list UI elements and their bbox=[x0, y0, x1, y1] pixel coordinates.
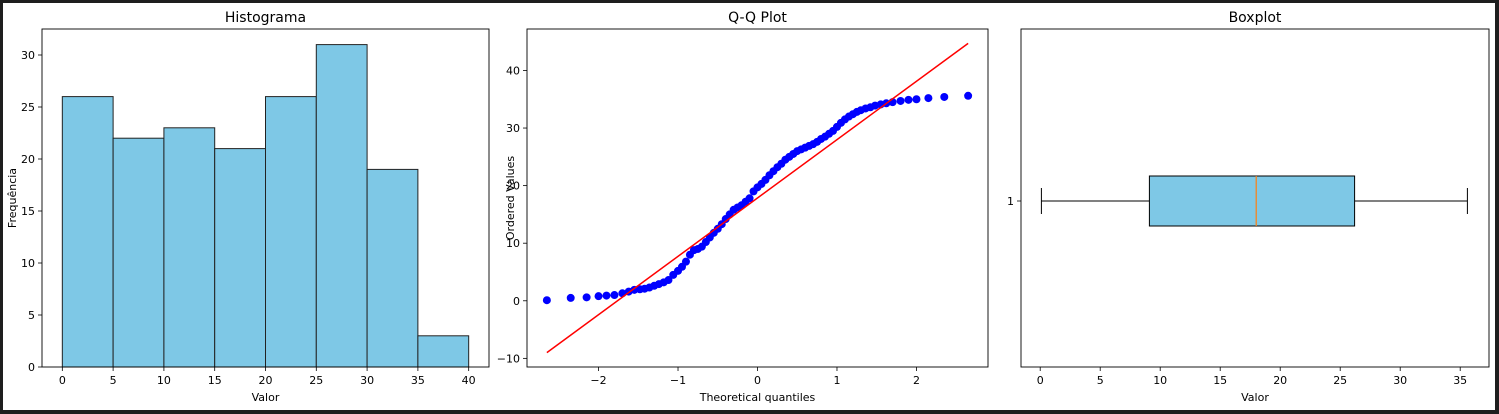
x-axis-label: Valor bbox=[252, 391, 280, 404]
x-tick-label: 30 bbox=[360, 374, 374, 387]
x-tick-label: 35 bbox=[1453, 374, 1467, 387]
histogram-bar bbox=[112, 137, 165, 368]
chart-title: Boxplot bbox=[1229, 10, 1282, 26]
x-tick-label: 10 bbox=[157, 374, 171, 387]
y-tick-label: 20 bbox=[506, 180, 520, 193]
x-axis-label: Theoretical quantiles bbox=[699, 391, 816, 404]
y-tick-label: 5 bbox=[28, 309, 35, 322]
qq-point bbox=[594, 292, 603, 301]
qq-reference-line bbox=[546, 42, 969, 354]
x-tick-label: 15 bbox=[1213, 374, 1227, 387]
qq-point bbox=[940, 92, 949, 101]
qq-point bbox=[602, 291, 611, 300]
x-tick-label: 40 bbox=[462, 374, 476, 387]
x-tick-label: 25 bbox=[1333, 374, 1347, 387]
y-tick-label: 30 bbox=[21, 49, 35, 62]
y-tick-label: 15 bbox=[21, 205, 35, 218]
y-tick-label: 1 bbox=[1007, 195, 1014, 208]
y-tick-label: 25 bbox=[21, 101, 35, 114]
x-tick-label: 30 bbox=[1393, 374, 1407, 387]
x-tick-label: 5 bbox=[110, 374, 117, 387]
histogram-bar bbox=[265, 96, 317, 368]
qq-point bbox=[681, 257, 690, 266]
qq-point bbox=[664, 276, 673, 285]
chart-title: Histograma bbox=[225, 10, 306, 26]
qq-point bbox=[964, 91, 973, 100]
x-axis-label: Valor bbox=[1241, 391, 1269, 404]
y-tick-label: 40 bbox=[506, 64, 520, 77]
chart-title: Q-Q Plot bbox=[728, 10, 787, 26]
x-tick-label: 15 bbox=[208, 374, 222, 387]
plot-frame bbox=[1020, 28, 1490, 368]
x-tick-label: 0 bbox=[59, 374, 66, 387]
x-tick-label: 35 bbox=[411, 374, 425, 387]
box-iqr bbox=[1148, 175, 1356, 227]
qq-point bbox=[924, 94, 933, 103]
histogram-bar bbox=[214, 148, 266, 368]
x-tick-label: 0 bbox=[754, 374, 761, 387]
x-tick-label: 2 bbox=[913, 374, 920, 387]
figure: Histograma Valor 0 5 10 15 20 25 30 35 40 0 5 10 15 20 2… bbox=[3, 3, 1495, 410]
y-tick-label: 0 bbox=[28, 361, 35, 374]
y-axis-label: Ordered Values bbox=[504, 156, 517, 240]
x-tick-label: −1 bbox=[670, 374, 686, 387]
qq-point bbox=[610, 291, 619, 300]
x-tick-label: 1 bbox=[833, 374, 840, 387]
qq-point bbox=[745, 194, 754, 203]
y-tick-label: 10 bbox=[21, 257, 35, 270]
y-tick-label: 0 bbox=[513, 295, 520, 308]
histogram-bar bbox=[315, 44, 368, 368]
qq-point bbox=[904, 95, 913, 104]
x-tick-label: 5 bbox=[1097, 374, 1104, 387]
qq-point bbox=[542, 296, 551, 305]
histogram-bar bbox=[366, 168, 419, 368]
x-tick-label: 0 bbox=[1037, 374, 1044, 387]
y-tick-label: −10 bbox=[497, 352, 520, 365]
x-tick-label: 20 bbox=[1273, 374, 1287, 387]
qq-point bbox=[566, 293, 575, 302]
y-tick-label: 20 bbox=[21, 153, 35, 166]
y-axis-label: Frequência bbox=[6, 168, 19, 228]
x-tick-label: 20 bbox=[259, 374, 273, 387]
y-tick-label: 30 bbox=[506, 122, 520, 135]
x-tick-label: 25 bbox=[309, 374, 323, 387]
qq-point bbox=[896, 96, 905, 105]
histogram-bar bbox=[163, 127, 216, 368]
qq-point bbox=[912, 95, 921, 104]
histogram-bar bbox=[61, 96, 114, 368]
y-tick-label: 10 bbox=[506, 237, 520, 250]
x-tick-label: 10 bbox=[1153, 374, 1167, 387]
x-tick-label: −2 bbox=[590, 374, 606, 387]
histogram-bar bbox=[417, 335, 470, 368]
qq-point bbox=[582, 293, 591, 302]
